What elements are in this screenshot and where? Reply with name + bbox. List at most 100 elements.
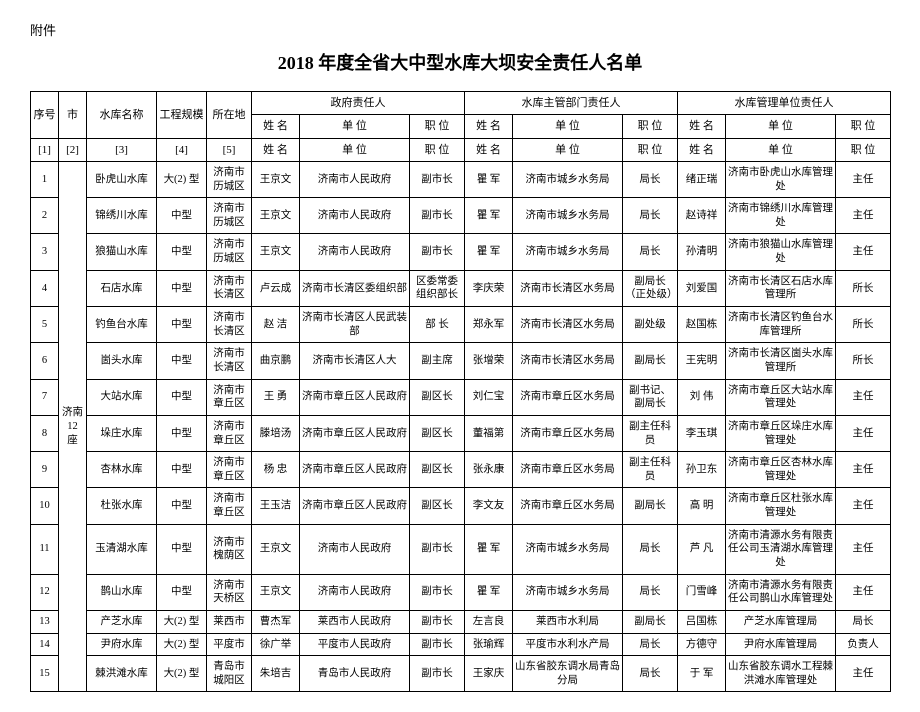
cell-gunit: 济南市人民政府: [300, 574, 410, 610]
cell-loc: 平度市: [207, 633, 252, 656]
cell-gname: 王京文: [252, 574, 300, 610]
cell-scale: 中型: [157, 524, 207, 574]
cell-dpos: 局长: [623, 656, 678, 692]
cell-dunit: 莱西市水利局: [513, 610, 623, 633]
cell-dunit: 济南市章丘区水务局: [513, 379, 623, 415]
hdr-gpos2: 职 位: [410, 138, 465, 161]
hdr-city: 市: [59, 92, 87, 139]
cell-loc: 青岛市城阳区: [207, 656, 252, 692]
cell-dname: 王家庆: [465, 656, 513, 692]
cell-resname: 狼猫山水库: [87, 234, 157, 270]
cell-dpos: 局长: [623, 161, 678, 197]
cell-gname: 曹杰军: [252, 610, 300, 633]
cell-seq: 12: [31, 574, 59, 610]
cell-gname: 杨 忠: [252, 452, 300, 488]
cell-mpos: 所长: [836, 307, 891, 343]
cell-seq: 7: [31, 379, 59, 415]
cell-scale: 大(2) 型: [157, 610, 207, 633]
cell-dpos: 局长: [623, 633, 678, 656]
cell-munit: 济南市章丘区大站水库管理处: [726, 379, 836, 415]
cell-scale: 大(2) 型: [157, 633, 207, 656]
attachment-label: 附件: [30, 20, 890, 39]
cell-gname: 曲京鹏: [252, 343, 300, 379]
cell-dunit: 济南市长清区水务局: [513, 343, 623, 379]
cell-gname: 王玉洁: [252, 488, 300, 524]
cell-resname: 杏林水库: [87, 452, 157, 488]
cell-munit: 山东省胶东调水工程棘洪滩水库管理处: [726, 656, 836, 692]
table-row: 11玉清湖水库中型济南市槐荫区王京文济南市人民政府副市长瞿 军济南市城乡水务局局…: [31, 524, 891, 574]
cell-loc: 济南市章丘区: [207, 379, 252, 415]
cell-dname: 瞿 军: [465, 234, 513, 270]
hdr-b4: [4]: [157, 138, 207, 161]
cell-mpos: 所长: [836, 343, 891, 379]
cell-munit: 济南市长清区崮头水库管理所: [726, 343, 836, 379]
cell-dname: 李文友: [465, 488, 513, 524]
hdr-gov: 政府责任人: [252, 92, 465, 115]
table-row: 14尹府水库大(2) 型平度市徐广举平度市人民政府副市长张瑜辉平度市水利水产局局…: [31, 633, 891, 656]
hdr-gpos: 职 位: [410, 115, 465, 138]
cell-munit: 产芝水库管理局: [726, 610, 836, 633]
cell-mpos: 所长: [836, 270, 891, 306]
cell-dname: 瞿 军: [465, 574, 513, 610]
cell-mname: 李玉琪: [678, 415, 726, 451]
cell-seq: 8: [31, 415, 59, 451]
cell-gpos: 副市长: [410, 633, 465, 656]
cell-dunit: 济南市章丘区水务局: [513, 488, 623, 524]
cell-scale: 中型: [157, 488, 207, 524]
cell-scale: 中型: [157, 270, 207, 306]
cell-mname: 赵诗祥: [678, 198, 726, 234]
cell-dname: 左言良: [465, 610, 513, 633]
cell-munit: 济南市清源水务有限责任公司玉清湖水库管理处: [726, 524, 836, 574]
cell-mpos: 主任: [836, 234, 891, 270]
hdr-seq: 序号: [31, 92, 59, 139]
table-row: 6崮头水库中型济南市长清区曲京鹏济南市长清区人大副主席张增荣济南市长清区水务局副…: [31, 343, 891, 379]
cell-loc: 济南市历城区: [207, 234, 252, 270]
cell-gunit: 济南市人民政府: [300, 198, 410, 234]
cell-mname: 绪正瑞: [678, 161, 726, 197]
cell-dpos: 副局长: [623, 343, 678, 379]
hdr-mpos: 职 位: [836, 115, 891, 138]
cell-loc: 济南市历城区: [207, 161, 252, 197]
cell-loc: 济南市章丘区: [207, 488, 252, 524]
cell-gunit: 济南市长清区委组织部: [300, 270, 410, 306]
hdr-mgmt: 水库管理单位责任人: [678, 92, 891, 115]
cell-loc: 济南市历城区: [207, 198, 252, 234]
cell-seq: 11: [31, 524, 59, 574]
table-row: 12鹊山水库中型济南市天桥区王京文济南市人民政府副市长瞿 军济南市城乡水务局局长…: [31, 574, 891, 610]
cell-dunit: 山东省胶东调水局青岛分局: [513, 656, 623, 692]
cell-gname: 徐广举: [252, 633, 300, 656]
cell-munit: 济南市锦绣川水库管理处: [726, 198, 836, 234]
cell-resname: 产芝水库: [87, 610, 157, 633]
cell-gname: 朱培吉: [252, 656, 300, 692]
hdr-dpos: 职 位: [623, 115, 678, 138]
cell-city-merged: 济南 12 座: [59, 161, 87, 692]
cell-mpos: 主任: [836, 488, 891, 524]
hdr-munit2: 单 位: [726, 138, 836, 161]
hdr-b3: [3]: [87, 138, 157, 161]
cell-munit: 济南市卧虎山水库管理处: [726, 161, 836, 197]
cell-mname: 孙卫东: [678, 452, 726, 488]
cell-munit: 济南市狼猫山水库管理处: [726, 234, 836, 270]
cell-gunit: 济南市长清区人大: [300, 343, 410, 379]
hdr-resname: 水库名称: [87, 92, 157, 139]
cell-dpos: 局长: [623, 234, 678, 270]
cell-seq: 13: [31, 610, 59, 633]
cell-dname: 张永康: [465, 452, 513, 488]
hdr-dept: 水库主管部门责任人: [465, 92, 678, 115]
cell-dname: 郑永军: [465, 307, 513, 343]
table-row: 7大站水库中型济南市章丘区王 勇济南市章丘区人民政府副区长刘仁宝济南市章丘区水务…: [31, 379, 891, 415]
hdr-b1: [1]: [31, 138, 59, 161]
page-title: 2018 年度全省大中型水库大坝安全责任人名单: [30, 49, 890, 75]
hdr-loc: 所在地: [207, 92, 252, 139]
cell-dunit: 济南市城乡水务局: [513, 198, 623, 234]
hdr-mname2: 姓 名: [678, 138, 726, 161]
hdr-gname: 姓 名: [252, 115, 300, 138]
cell-gname: 王京文: [252, 161, 300, 197]
cell-seq: 6: [31, 343, 59, 379]
table-row: 10杜张水库中型济南市章丘区王玉洁济南市章丘区人民政府副区长李文友济南市章丘区水…: [31, 488, 891, 524]
cell-munit: 济南市章丘区杏林水库管理处: [726, 452, 836, 488]
cell-seq: 2: [31, 198, 59, 234]
cell-dpos: 副主任科员: [623, 452, 678, 488]
cell-scale: 中型: [157, 198, 207, 234]
cell-seq: 15: [31, 656, 59, 692]
